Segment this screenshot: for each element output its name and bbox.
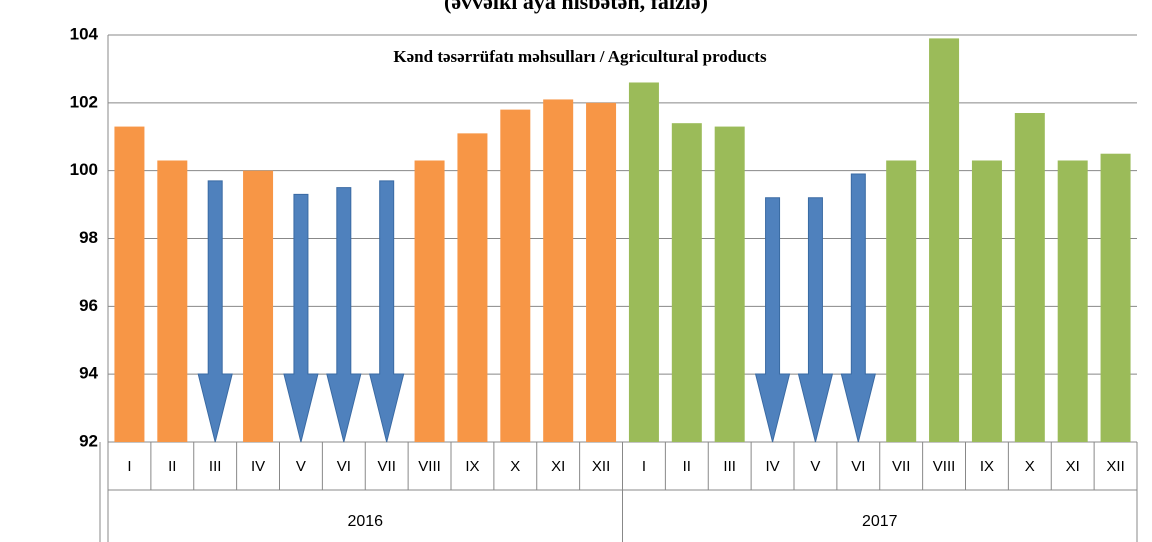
y-tick-label: 94: [79, 364, 98, 383]
x-tick-label: IX: [980, 458, 994, 475]
bar: [457, 133, 488, 442]
bar: [971, 160, 1002, 442]
x-tick-label: X: [1025, 458, 1035, 475]
bar: [114, 126, 145, 442]
arrow: [797, 197, 834, 443]
x-tick-label: IV: [251, 458, 265, 475]
bar: [586, 102, 617, 442]
chart-title: Kənd təsərrüfatı məhsulları / Agricultur…: [393, 47, 767, 66]
x-tick-label: VI: [337, 458, 351, 475]
x-tick-label: V: [296, 458, 306, 475]
x-tick-label: XII: [1106, 458, 1124, 475]
bar: [671, 123, 702, 442]
y-tick-label: 100: [70, 160, 98, 179]
x-tick-label: III: [209, 458, 222, 475]
arrow: [283, 193, 319, 443]
group-label: 2017: [862, 513, 898, 530]
group-label: 2016: [347, 513, 383, 530]
bar: [714, 126, 745, 442]
x-tick-label: IV: [765, 458, 779, 475]
arrow: [369, 180, 405, 443]
x-tick-label: X: [510, 458, 520, 475]
x-tick-label: II: [168, 458, 176, 475]
x-tick-label: XI: [1066, 458, 1080, 475]
x-tick-label: I: [127, 458, 131, 475]
bar: [543, 99, 574, 443]
x-tick-label: XI: [551, 458, 565, 475]
y-tick-label: 102: [70, 92, 98, 111]
y-tick-label: 96: [79, 296, 98, 315]
x-tick-label: I: [642, 458, 646, 475]
x-tick-label: VIII: [418, 458, 441, 475]
arrow: [754, 197, 791, 443]
x-tick-label: V: [810, 458, 820, 475]
x-tick-label: VII: [378, 458, 396, 475]
x-tick-label: III: [723, 458, 736, 475]
bar: [500, 109, 531, 442]
x-tick-label: IX: [465, 458, 479, 475]
bar: [157, 160, 188, 442]
bar: [886, 160, 917, 442]
y-tick-label: 98: [79, 228, 98, 247]
bar: [1014, 113, 1045, 442]
bar: [929, 38, 960, 443]
x-tick-label: XII: [592, 458, 610, 475]
chart-subtitle: (əvvəlki aya nisbətən, faizlə): [444, 0, 708, 14]
x-tick-label: VIII: [933, 458, 956, 475]
y-tick-label: 104: [70, 24, 99, 43]
arrow: [840, 173, 876, 443]
x-tick-label: II: [683, 458, 691, 475]
arrow: [197, 180, 233, 443]
bar: [1057, 160, 1088, 442]
bar: [414, 160, 445, 442]
x-tick-label: VI: [851, 458, 865, 475]
bar: [1100, 153, 1131, 443]
x-tick-label: VII: [892, 458, 910, 475]
arrow: [326, 187, 362, 443]
y-tick-label: 92: [79, 431, 98, 450]
bar: [628, 82, 659, 442]
bar: [243, 170, 274, 442]
